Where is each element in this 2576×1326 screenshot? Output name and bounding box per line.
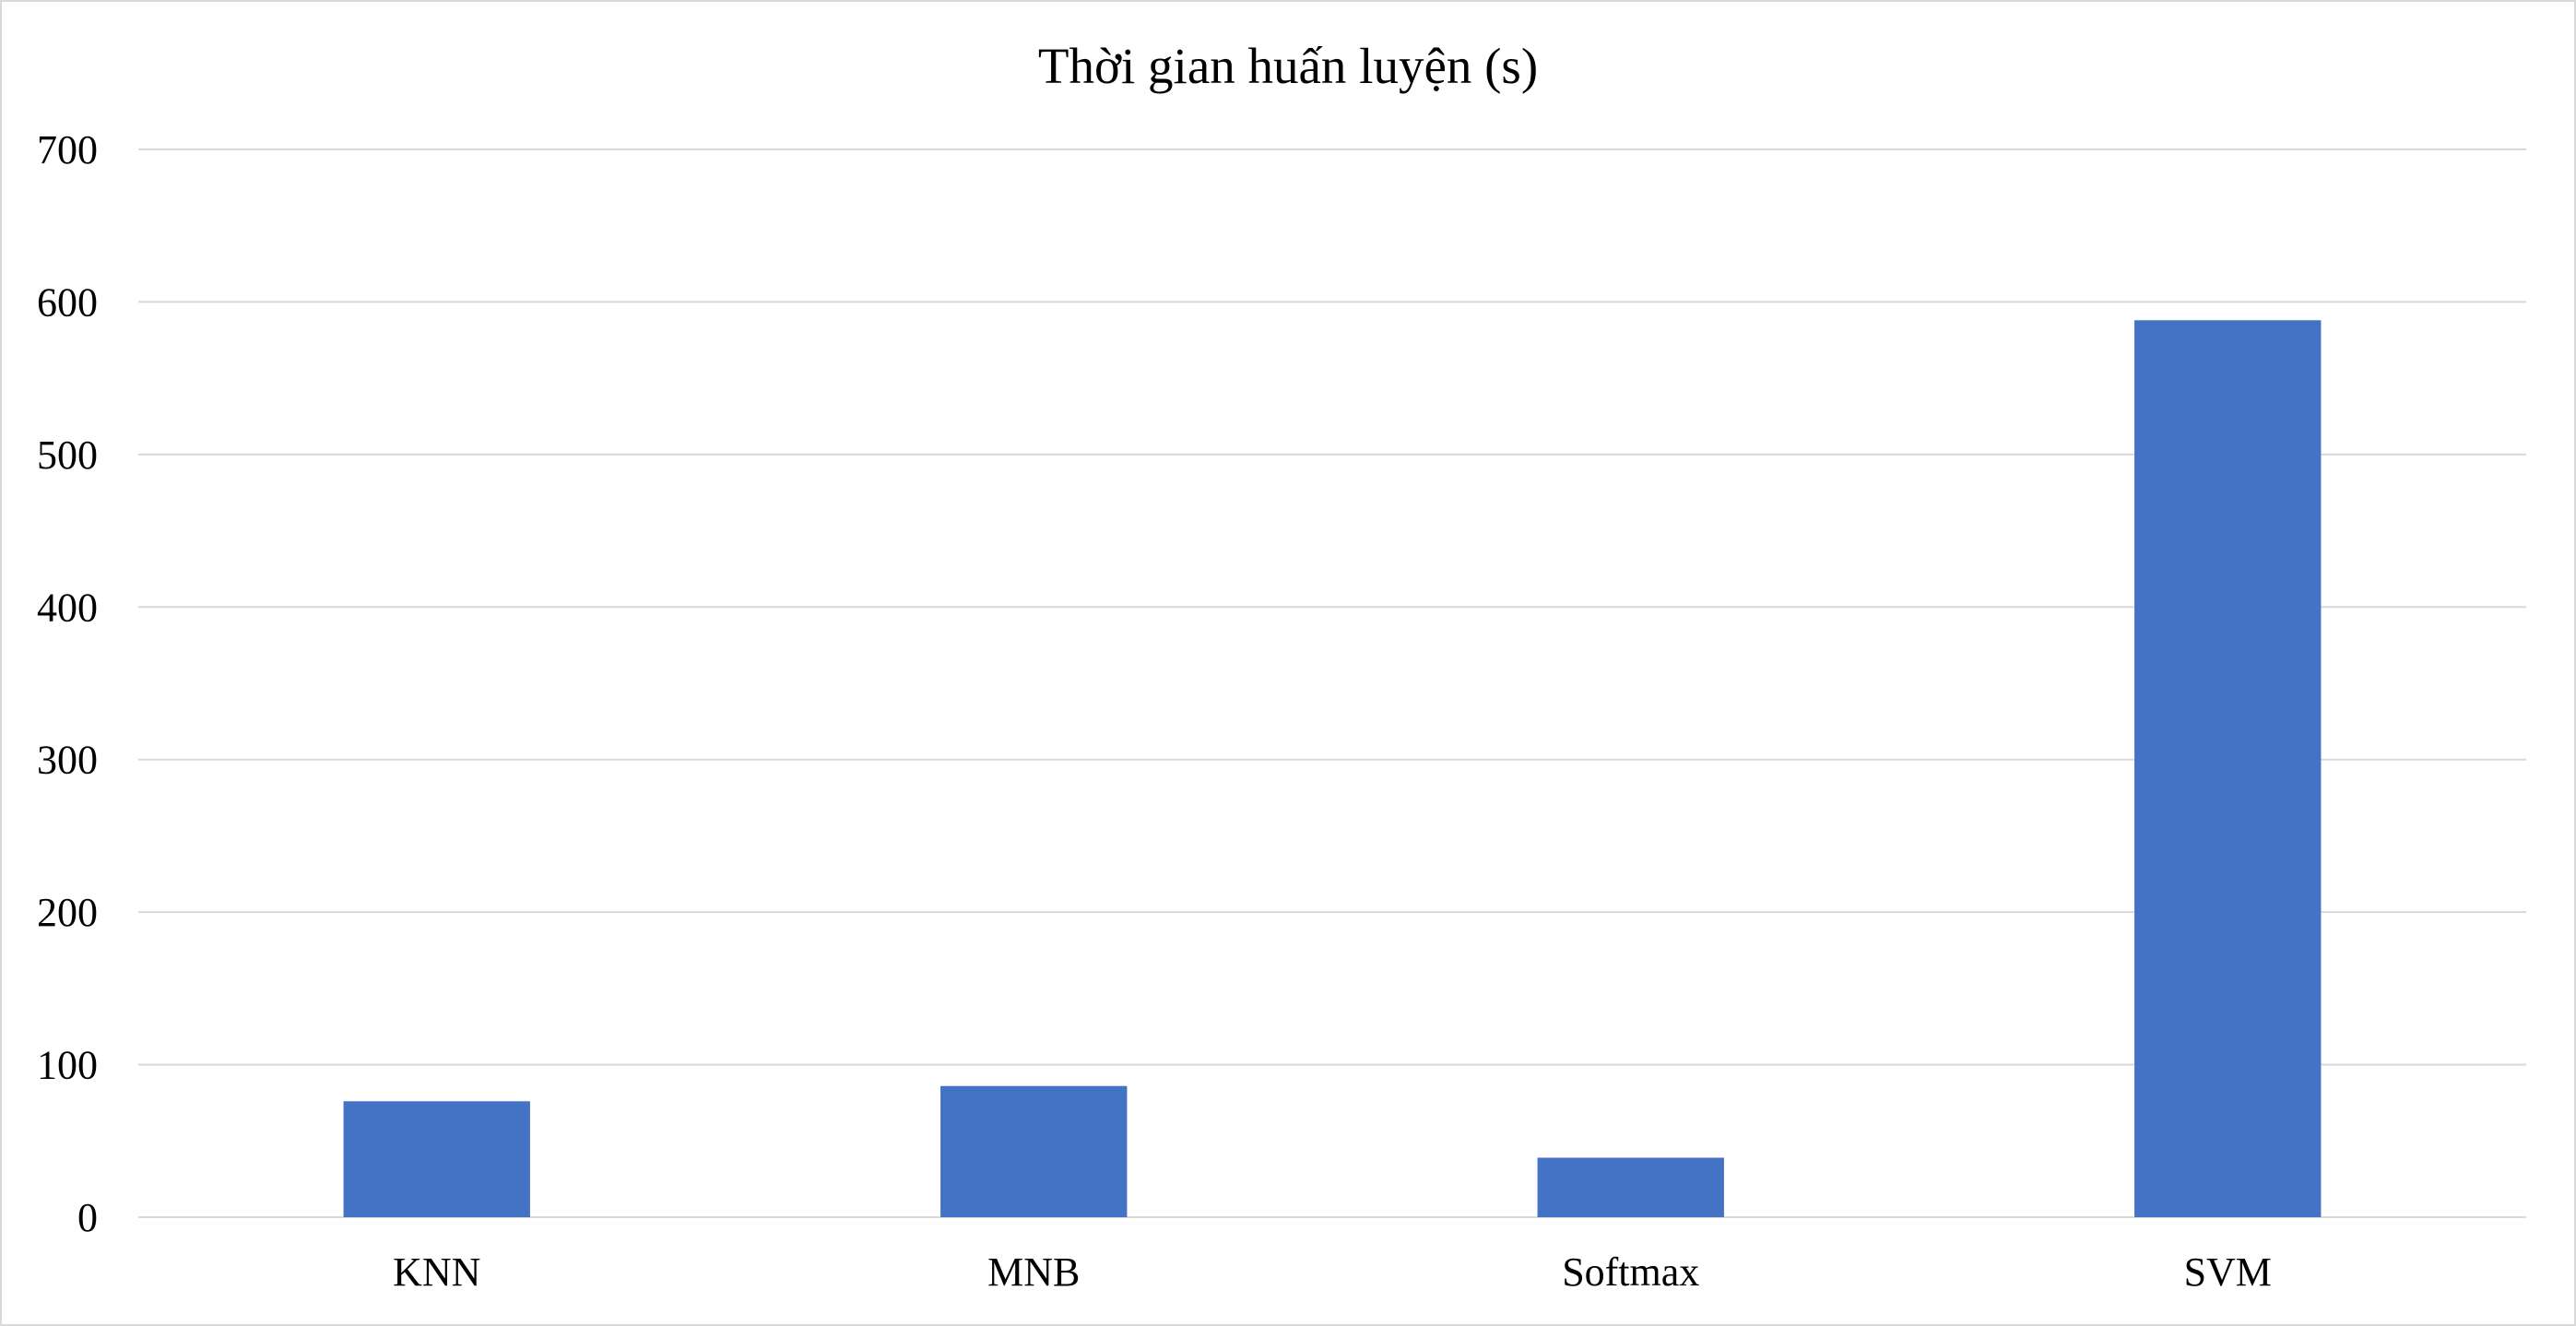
chart-title: Thời gian huấn luyện (s) bbox=[1038, 38, 1538, 94]
y-tick-label: 700 bbox=[37, 127, 98, 172]
x-tick-label-mnb: MNB bbox=[987, 1249, 1080, 1295]
x-tick-label-knn: KNN bbox=[393, 1249, 480, 1295]
y-tick-label: 400 bbox=[37, 585, 98, 630]
x-tick-label-svm: SVM bbox=[2184, 1249, 2272, 1295]
y-tick-label: 100 bbox=[37, 1043, 98, 1088]
bar-mnb bbox=[940, 1085, 1128, 1217]
bar-knn bbox=[343, 1101, 530, 1217]
gridlines bbox=[138, 148, 2526, 1218]
y-tick-label: 200 bbox=[37, 890, 98, 935]
y-tick-label: 300 bbox=[37, 738, 98, 783]
bar-softmax bbox=[1537, 1157, 1724, 1217]
y-axis-labels: 0 100 200 300 400 500 600 700 bbox=[37, 127, 98, 1240]
bars bbox=[343, 320, 2322, 1217]
x-tick-label-softmax: Softmax bbox=[1562, 1249, 1699, 1295]
y-tick-label: 600 bbox=[37, 279, 98, 325]
bar-svm bbox=[2134, 320, 2322, 1217]
x-axis-labels: KNN MNB Softmax SVM bbox=[393, 1249, 2272, 1295]
y-tick-label: 0 bbox=[77, 1195, 98, 1240]
y-tick-label: 500 bbox=[37, 432, 98, 478]
